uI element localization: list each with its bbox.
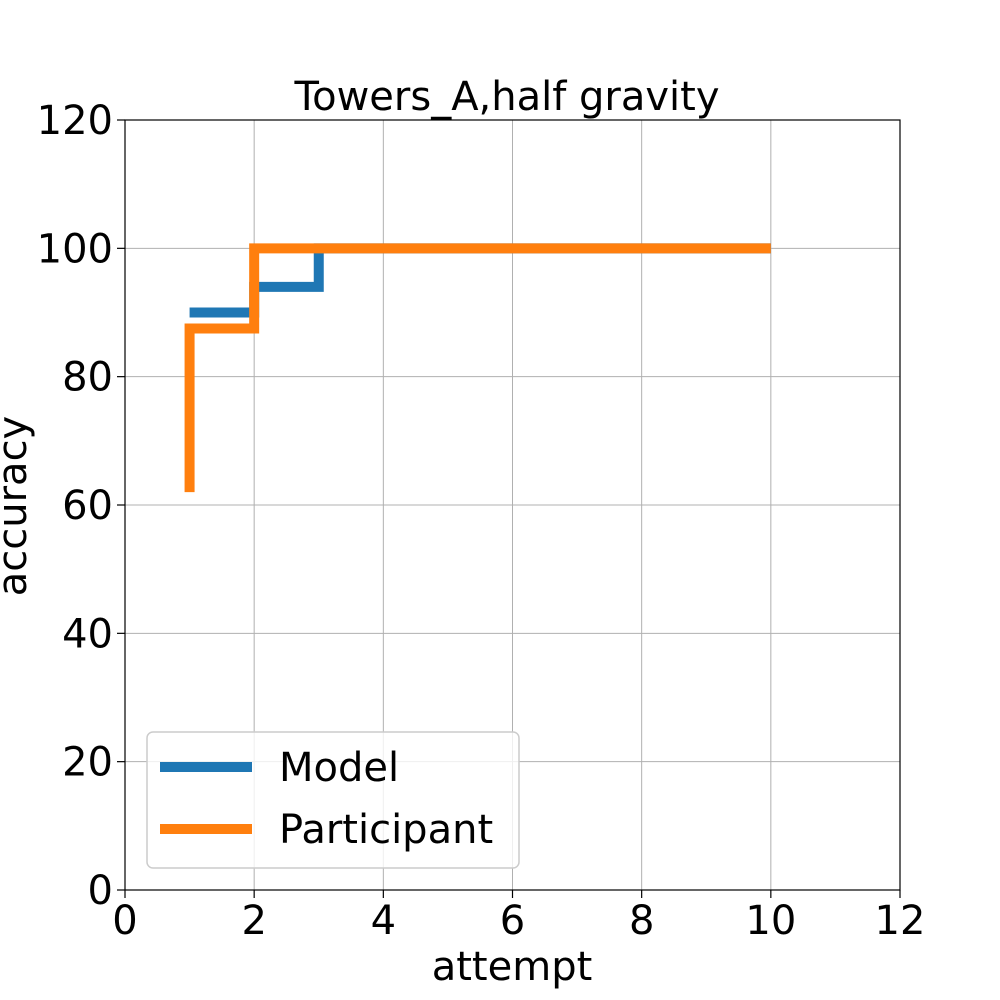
y-tick-label: 20 — [62, 740, 113, 786]
x-tick-label: 0 — [112, 898, 137, 944]
y-tick-label: 80 — [62, 355, 113, 401]
series-line-participant — [184, 243, 771, 493]
x-tick-label: 2 — [241, 898, 266, 944]
legend-label-participant: Participant — [279, 807, 493, 853]
y-tick-label: 40 — [62, 611, 113, 657]
x-axis-label: attempt — [432, 944, 593, 990]
legend: Model Participant — [146, 731, 520, 869]
y-tick-label: 60 — [62, 483, 113, 529]
series-line-model — [189, 243, 771, 318]
y-axis-label: accuracy — [0, 416, 36, 596]
x-tick-label: 10 — [745, 898, 796, 944]
x-tick-label: 8 — [629, 898, 654, 944]
x-tick-label: 6 — [500, 898, 525, 944]
legend-label-model: Model — [279, 745, 399, 791]
y-tick-label: 120 — [37, 98, 113, 144]
x-tick-label: 4 — [371, 898, 396, 944]
x-tick-label: 12 — [875, 898, 926, 944]
series-lines — [184, 243, 771, 493]
chart-title: Towers_A,half gravity — [293, 74, 719, 120]
y-tick-label: 0 — [88, 868, 113, 914]
y-tick-label: 100 — [37, 226, 113, 272]
